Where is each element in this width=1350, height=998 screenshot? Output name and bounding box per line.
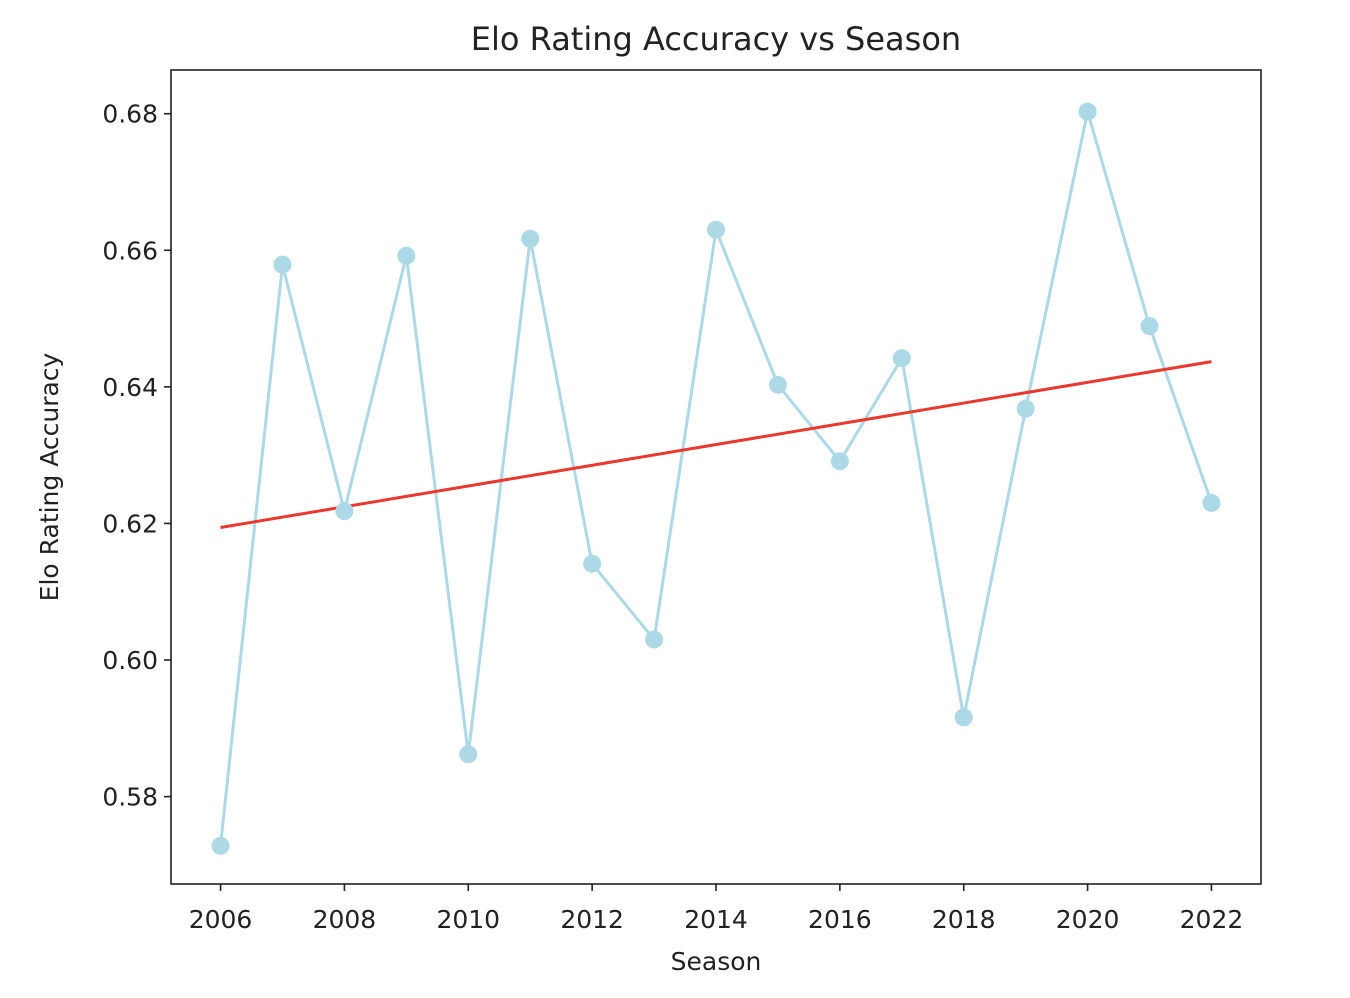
y-tick-label: 0.60 bbox=[102, 646, 158, 675]
y-tick-label: 0.66 bbox=[102, 236, 158, 265]
series-layer bbox=[211, 102, 1221, 855]
data-point bbox=[1140, 317, 1159, 336]
x-tick-label: 2016 bbox=[808, 905, 872, 934]
data-point bbox=[707, 220, 725, 239]
y-axis-label: Elo Rating Accuracy bbox=[35, 352, 64, 601]
x-tick-label: 2010 bbox=[436, 905, 500, 934]
y-tick-label: 0.62 bbox=[102, 509, 158, 538]
y-axis: 0.58 0.60 0.62 0.64 0.66 0.68 bbox=[102, 100, 171, 812]
y-tick-label: 0.58 bbox=[102, 783, 158, 812]
x-tick-label: 2020 bbox=[1056, 905, 1120, 934]
data-point bbox=[397, 246, 416, 265]
x-tick-label: 2008 bbox=[313, 905, 377, 934]
data-point bbox=[211, 836, 230, 855]
data-point bbox=[521, 229, 540, 248]
data-point bbox=[459, 745, 478, 764]
x-tick-label: 2014 bbox=[684, 905, 748, 934]
data-point bbox=[1078, 102, 1097, 121]
x-axis-label: Season bbox=[671, 947, 762, 976]
data-point bbox=[892, 349, 911, 368]
data-point bbox=[273, 255, 292, 274]
y-tick-label: 0.64 bbox=[102, 373, 158, 402]
x-axis: 2006 2008 2010 2012 2014 2016 2018 2020 2022 bbox=[189, 884, 1244, 934]
data-point bbox=[1202, 493, 1221, 512]
data-point bbox=[583, 554, 602, 573]
x-tick-label: 2012 bbox=[560, 905, 624, 934]
y-tick-label: 0.68 bbox=[102, 100, 158, 129]
data-point bbox=[335, 502, 354, 521]
x-tick-label: 2006 bbox=[189, 905, 253, 934]
chart-title: Elo Rating Accuracy vs Season bbox=[471, 20, 961, 58]
x-tick-label: 2022 bbox=[1180, 905, 1244, 934]
data-point bbox=[768, 375, 787, 394]
x-tick-label: 2018 bbox=[932, 905, 996, 934]
data-point bbox=[1016, 399, 1035, 418]
data-point bbox=[954, 708, 973, 727]
data-point bbox=[645, 630, 664, 649]
trend-line bbox=[220, 360, 1212, 529]
data-point bbox=[830, 452, 849, 471]
